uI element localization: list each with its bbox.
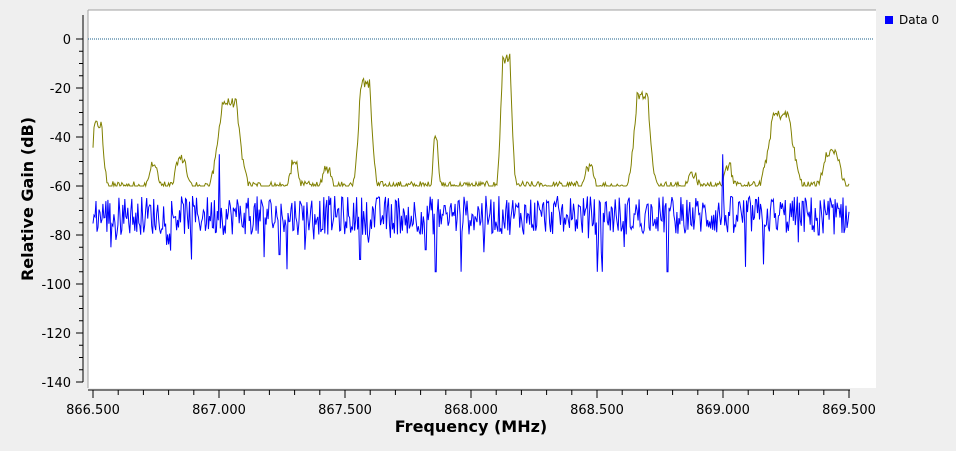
x-tick-label: 869.500 [822, 403, 876, 418]
legend-label-data-0: Data 0 [899, 13, 940, 27]
x-tick-label: 867.500 [318, 403, 372, 418]
x-tick-label: 868.000 [444, 403, 498, 418]
x-axis: 866.500 867.000 867.500 868.000 868.500 869.0… [66, 389, 876, 418]
x-tick-label: 869.000 [696, 403, 750, 418]
y-tick-label: -40 [50, 131, 71, 146]
y-tick-label: -20 [50, 82, 71, 97]
x-tick-label: 868.500 [570, 403, 624, 418]
y-tick-label: 0 [63, 33, 71, 48]
y-axis-title: Relative Gain (dB) [18, 117, 37, 281]
series-data-0-line [92, 154, 850, 273]
y-axis: 0 -20 -40 -60 -80 -100 -120 -140 [41, 15, 84, 391]
y-tick-label: -120 [41, 327, 71, 342]
y-tick-label: -140 [41, 376, 71, 391]
x-tick-label: 867.000 [192, 403, 246, 418]
legend[interactable]: Data 0 [885, 13, 939, 27]
x-tick-label: 866.500 [66, 403, 120, 418]
plot-canvas [88, 10, 876, 388]
series-layer [88, 38, 874, 273]
y-tick-label: -60 [50, 180, 71, 195]
y-tick-label: -100 [41, 278, 71, 293]
legend-swatch-data-0 [885, 16, 893, 24]
y-tick-label: -80 [50, 229, 71, 244]
x-axis-title: Frequency (MHz) [395, 417, 547, 436]
